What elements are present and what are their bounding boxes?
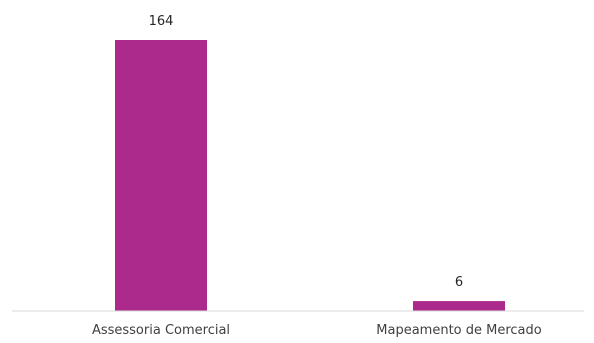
- category-label-1: Assessoria Comercial: [92, 323, 230, 338]
- bar-2: [413, 301, 505, 311]
- category-label-2: Mapeamento de Mercado: [376, 323, 542, 338]
- data-label-1: 164: [149, 14, 174, 29]
- bar-1: [115, 40, 207, 311]
- data-label-2: 6: [455, 275, 463, 290]
- bars-group: [115, 40, 505, 311]
- labels-group: 164 Assessoria Comercial 6 Mapeamento de Me…: [92, 14, 542, 338]
